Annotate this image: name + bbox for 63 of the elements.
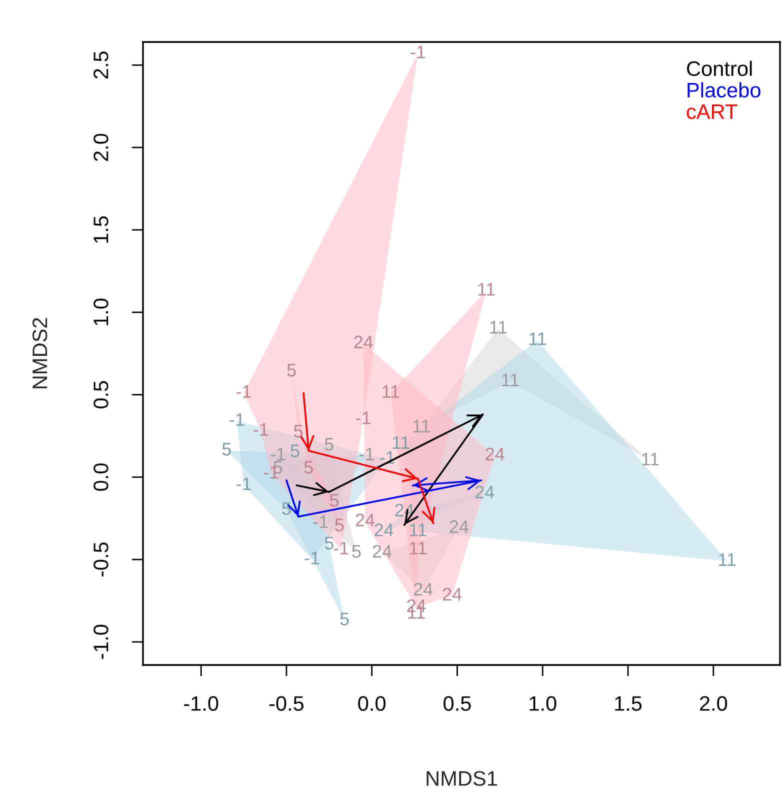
annotation: 11 <box>413 420 430 432</box>
annotation: 5 <box>282 502 291 515</box>
annotation: -1 <box>270 448 286 460</box>
annotation: 11 <box>502 374 519 386</box>
x-tick-label: 0.5 <box>444 696 471 711</box>
annotation: 5 <box>324 438 334 451</box>
annotation: 5 <box>330 494 339 507</box>
y-tick-label: 1.5 <box>94 216 108 243</box>
annotation: -1 <box>236 385 251 398</box>
annotation: 5 <box>287 364 296 376</box>
annotation: 11 <box>392 436 410 449</box>
annotation: -1 <box>304 552 320 564</box>
y-tick-label: -1.0 <box>94 624 108 659</box>
annotation: 24 <box>374 524 394 536</box>
annotation: 11 <box>719 553 736 566</box>
y-tick-label: 2.5 <box>94 51 108 79</box>
annotation: 24 <box>475 486 494 498</box>
annotation: 5 <box>340 612 349 626</box>
annotation: -1 <box>230 413 244 426</box>
annotation: 11 <box>410 542 426 554</box>
annotation: 11 <box>530 332 546 345</box>
annotation: 24 <box>354 336 373 348</box>
annotation: 11 <box>490 321 507 334</box>
annotation: -1 <box>359 448 374 460</box>
annotation: 11 <box>382 385 400 398</box>
annotation: -1 <box>334 542 348 554</box>
x-tick-label: 1.0 <box>530 696 556 711</box>
y-tick-label: -0.5 <box>94 542 108 577</box>
annotation: -1 <box>254 423 268 436</box>
annotation: -1 <box>410 46 426 58</box>
x-tick-label: 1.5 <box>615 696 642 711</box>
annotation: 24 <box>442 588 462 600</box>
annotation: 11 <box>478 283 495 296</box>
annotation: 5 <box>324 536 334 550</box>
y-tick-label: 1.0 <box>94 298 108 326</box>
annotation: 24 <box>414 582 433 596</box>
annotation: -1 <box>236 478 251 490</box>
text: cART <box>686 104 738 120</box>
annotation: 5 <box>335 518 344 532</box>
x-tick-label: -0.5 <box>269 696 304 711</box>
annotation: 24 <box>450 520 468 533</box>
annotation: 5 <box>304 461 313 474</box>
y-tick-label: 2.0 <box>94 134 108 161</box>
x-tick-label: 0.0 <box>358 696 386 711</box>
x-tick-label: 2.0 <box>700 696 728 711</box>
annotation: -1 <box>356 412 370 424</box>
text: Placebo <box>688 82 760 98</box>
x-tick-label: -1.0 <box>184 696 218 711</box>
annotation: 24 <box>372 544 392 558</box>
annotation: 11 <box>642 452 659 466</box>
text: Control <box>687 60 752 76</box>
annotation: -1 <box>313 516 328 528</box>
annotation: 11 <box>410 524 426 536</box>
annotation: 5 <box>222 442 231 456</box>
annotation: 5 <box>294 424 303 438</box>
annotation: 5 <box>290 444 300 458</box>
x-axis-title: NMDS1 <box>426 771 497 786</box>
y-axis-title: NMDS2 <box>32 318 48 388</box>
annotation: 24 <box>486 448 504 460</box>
annotation: 5 <box>352 545 361 558</box>
y-tick-label: 0.5 <box>94 381 108 408</box>
annotation: 24 <box>356 514 375 526</box>
y-tick-label: 0.0 <box>94 463 108 491</box>
